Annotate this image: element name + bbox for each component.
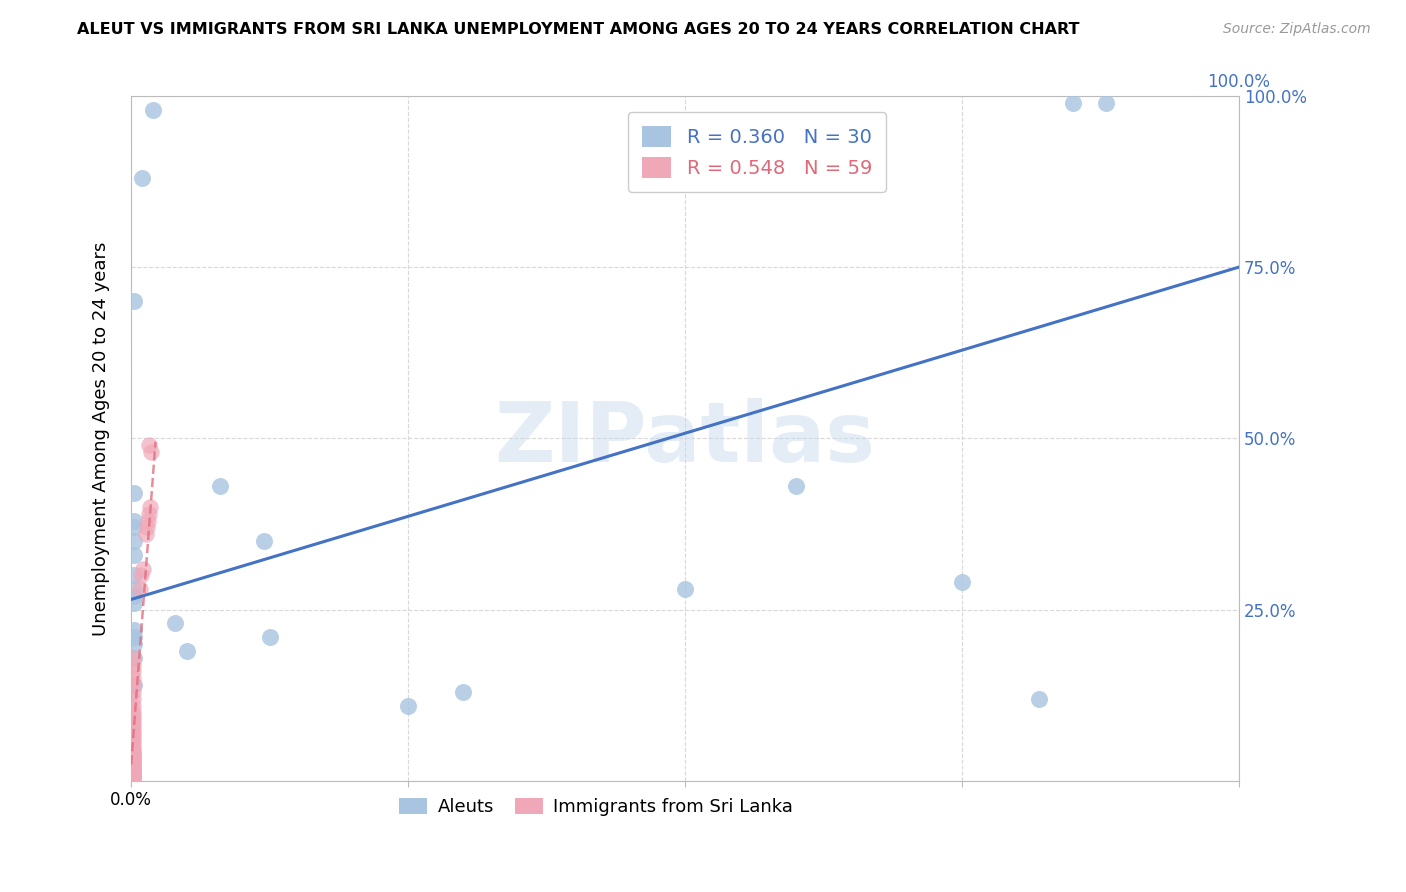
Point xyxy=(132,561,155,575)
Point xyxy=(122,771,145,785)
Point xyxy=(138,438,160,452)
Text: ZIPatlas: ZIPatlas xyxy=(495,398,876,479)
Point xyxy=(122,650,145,665)
Point xyxy=(122,759,145,773)
Point xyxy=(122,715,145,730)
Point xyxy=(396,698,419,713)
Point xyxy=(950,575,973,590)
Point xyxy=(122,730,145,744)
Point xyxy=(165,616,187,631)
Point xyxy=(136,514,159,528)
Point xyxy=(124,520,146,534)
Point xyxy=(122,678,145,692)
Point xyxy=(124,589,146,603)
Point xyxy=(122,760,145,774)
Point xyxy=(138,507,160,521)
Point xyxy=(122,750,145,764)
Point xyxy=(673,582,696,596)
Point xyxy=(253,534,276,549)
Point xyxy=(135,527,157,541)
Point xyxy=(129,568,152,582)
Legend: Aleuts, Immigrants from Sri Lanka: Aleuts, Immigrants from Sri Lanka xyxy=(392,790,800,823)
Point xyxy=(122,755,145,769)
Point xyxy=(259,630,281,644)
Point xyxy=(122,723,145,737)
Point xyxy=(124,568,146,582)
Point xyxy=(139,445,162,459)
Point xyxy=(124,514,146,528)
Point xyxy=(122,747,145,761)
Point xyxy=(122,736,145,750)
Point xyxy=(122,685,145,699)
Point xyxy=(124,596,146,610)
Point xyxy=(122,754,145,768)
Point xyxy=(122,749,145,764)
Point xyxy=(122,756,145,771)
Point xyxy=(122,698,145,713)
Point xyxy=(122,732,145,747)
Point xyxy=(122,765,145,780)
Point xyxy=(122,747,145,762)
Point xyxy=(122,765,145,780)
Point xyxy=(139,500,162,514)
Point xyxy=(122,759,145,773)
Point xyxy=(122,726,145,740)
Point xyxy=(122,671,145,685)
Point xyxy=(785,479,807,493)
Point xyxy=(122,750,145,764)
Point xyxy=(131,171,153,186)
Point xyxy=(122,719,145,733)
Text: Source: ZipAtlas.com: Source: ZipAtlas.com xyxy=(1223,22,1371,37)
Point xyxy=(124,486,146,500)
Point xyxy=(124,650,146,665)
Point xyxy=(124,637,146,651)
Point xyxy=(122,709,145,723)
Point xyxy=(124,294,146,309)
Point xyxy=(122,691,145,706)
Point xyxy=(1062,95,1084,110)
Point xyxy=(124,678,146,692)
Point xyxy=(124,630,146,644)
Point xyxy=(176,644,198,658)
Point xyxy=(124,624,146,638)
Y-axis label: Unemployment Among Ages 20 to 24 years: Unemployment Among Ages 20 to 24 years xyxy=(93,241,110,636)
Point xyxy=(122,770,145,784)
Point xyxy=(122,766,145,780)
Point xyxy=(122,772,145,786)
Point xyxy=(122,762,145,776)
Point xyxy=(122,657,145,672)
Point xyxy=(135,520,157,534)
Point xyxy=(122,756,145,771)
Point xyxy=(122,712,145,726)
Point xyxy=(122,743,145,757)
Text: ALEUT VS IMMIGRANTS FROM SRI LANKA UNEMPLOYMENT AMONG AGES 20 TO 24 YEARS CORREL: ALEUT VS IMMIGRANTS FROM SRI LANKA UNEMP… xyxy=(77,22,1080,37)
Point xyxy=(124,534,146,549)
Point xyxy=(129,582,152,596)
Point xyxy=(124,582,146,596)
Point xyxy=(122,768,145,782)
Point xyxy=(122,769,145,783)
Point xyxy=(122,761,145,775)
Point xyxy=(124,548,146,562)
Point xyxy=(122,745,145,759)
Point xyxy=(1095,95,1118,110)
Point xyxy=(122,768,145,782)
Point xyxy=(122,665,145,679)
Point xyxy=(122,767,145,781)
Point xyxy=(142,103,165,117)
Point xyxy=(122,771,145,785)
Point xyxy=(122,763,145,777)
Point xyxy=(122,764,145,778)
Point xyxy=(122,706,145,720)
Point xyxy=(122,752,145,766)
Point xyxy=(453,685,475,699)
Point xyxy=(208,479,231,493)
Point xyxy=(1028,691,1050,706)
Point xyxy=(122,739,145,754)
